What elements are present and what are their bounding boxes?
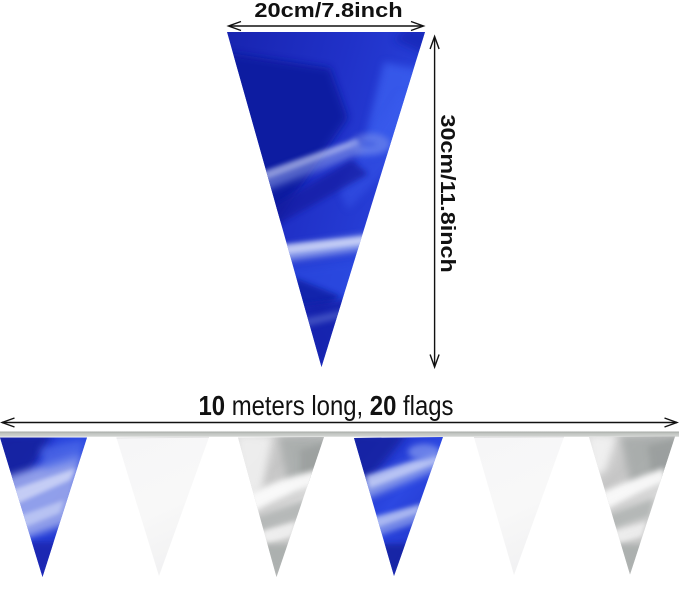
svg-text:30cm/11.8inch: 30cm/11.8inch [436,114,459,272]
svg-text:10 meters long, 20 flags: 10 meters long, 20 flags [198,389,453,421]
svg-text:20cm/7.8inch: 20cm/7.8inch [254,0,402,21]
